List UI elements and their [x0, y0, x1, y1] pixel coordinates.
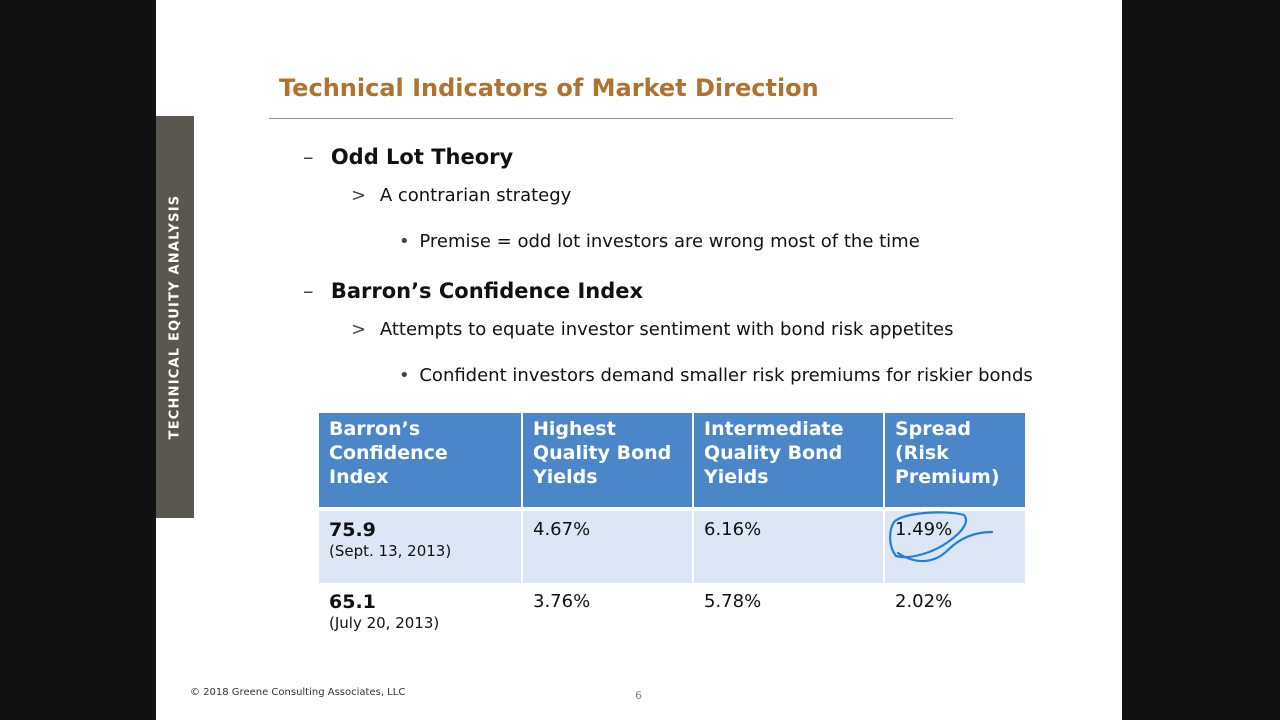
header-spread: Spread (Risk Premium): [884, 413, 1025, 509]
point-text: Premise = odd lot investors are wrong mo…: [419, 231, 920, 252]
index-date: (Sept. 13, 2013): [329, 542, 452, 560]
bullet-heading: Odd Lot Theory: [330, 145, 514, 169]
point-barrons: • Confident investors demand smaller ris…: [399, 365, 1033, 386]
header-intermediate-yields: Intermediate Quality Bond Yields: [693, 413, 885, 509]
table-row: 65.1 (July 20, 2013) 3.76% 5.78% 2.02%: [319, 583, 1025, 643]
page-number: 6: [635, 689, 642, 702]
sub-bullet-text: Attempts to equate investor sentiment wi…: [379, 319, 954, 340]
bullet-barrons: – Barron’s Confidence Index: [303, 279, 643, 303]
cell-highest: 4.67%: [522, 507, 694, 583]
header-highest-yields: Highest Quality Bond Yields: [522, 413, 694, 509]
bullet-odd-lot: – Odd Lot Theory: [303, 145, 513, 169]
index-value: 65.1: [329, 591, 376, 613]
cell-index: 75.9 (Sept. 13, 2013): [319, 507, 523, 583]
copyright-footer: © 2018 Greene Consulting Associates, LLC: [190, 687, 406, 698]
chevron-marker: >: [351, 319, 367, 340]
chevron-marker: >: [351, 185, 367, 206]
title-divider: [269, 118, 953, 119]
side-section-tab: TECHNICAL EQUITY ANALYSIS: [156, 116, 194, 518]
dash-marker: –: [303, 145, 314, 169]
cell-intermediate: 6.16%: [693, 507, 885, 583]
index-date: (July 20, 2013): [329, 614, 440, 632]
cell-index: 65.1 (July 20, 2013): [319, 583, 523, 643]
dot-marker: •: [399, 365, 410, 386]
cell-spread: 1.49%: [884, 507, 1025, 583]
slide: TECHNICAL EQUITY ANALYSIS Technical Indi…: [156, 0, 1122, 720]
confidence-index-table: Barron’s Confidence Index Highest Quality …: [319, 413, 1025, 643]
bullet-heading: Barron’s Confidence Index: [330, 279, 644, 303]
sub-bullet-text: A contrarian strategy: [379, 185, 572, 206]
cell-intermediate: 5.78%: [693, 583, 885, 643]
index-value: 75.9: [329, 519, 376, 541]
cell-spread: 2.02%: [884, 583, 1025, 643]
cell-highest: 3.76%: [522, 583, 694, 643]
point-odd-lot: • Premise = odd lot investors are wrong …: [399, 231, 920, 252]
dot-marker: •: [399, 231, 410, 252]
side-section-label: TECHNICAL EQUITY ANALYSIS: [167, 194, 183, 440]
dash-marker: –: [303, 279, 314, 303]
point-text: Confident investors demand smaller risk …: [419, 365, 1033, 386]
table-row: 75.9 (Sept. 13, 2013) 4.67% 6.16% 1.49%: [319, 507, 1025, 583]
table-header-row: Barron’s Confidence Index Highest Quality …: [319, 413, 1025, 509]
slide-title: Technical Indicators of Market Direction: [279, 74, 819, 102]
sub-bullet-barrons: > Attempts to equate investor sentiment …: [351, 319, 954, 340]
sub-bullet-odd-lot: > A contrarian strategy: [351, 185, 571, 206]
header-index: Barron’s Confidence Index: [319, 413, 523, 509]
